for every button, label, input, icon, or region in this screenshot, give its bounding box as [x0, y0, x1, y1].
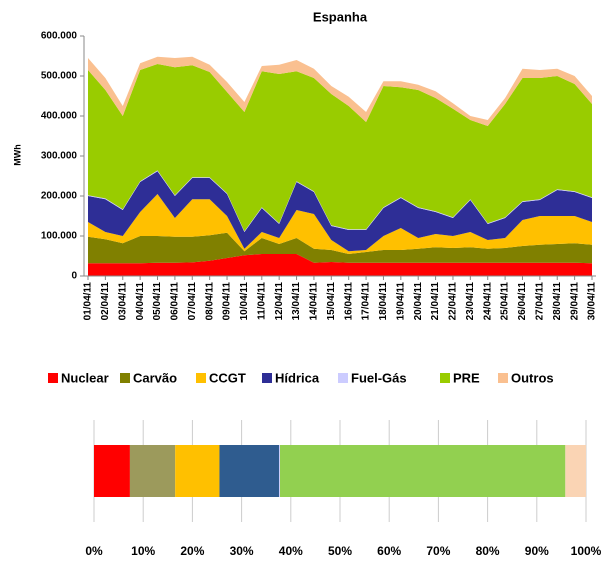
legend-label: Fuel-Gás [351, 370, 407, 385]
x-tick-label: 01/04/11 [83, 282, 94, 321]
area [88, 64, 592, 232]
x-tick-label: 21/04/11 [430, 282, 441, 321]
bar-segment [279, 445, 566, 497]
x-tick-label: 22/04/11 [448, 282, 459, 321]
x-tick-label: 02/04/11 [100, 282, 111, 321]
x-tick-label: 30% [230, 544, 254, 558]
y-axis-label: MWh [12, 144, 22, 166]
x-tick-label: 10% [131, 544, 155, 558]
legend-label: CCGT [209, 370, 246, 385]
legend-label: Outros [511, 370, 554, 385]
x-tick-label: 11/04/11 [256, 282, 267, 320]
x-tick-label: 16/04/11 [343, 282, 354, 321]
x-tick-label: 29/04/11 [569, 282, 580, 321]
x-tick-label: 0% [85, 544, 103, 558]
y-tick-label: 200.000 [41, 191, 78, 202]
area [88, 171, 592, 252]
y-tick-label: 500.000 [41, 71, 78, 82]
area [88, 56, 592, 126]
x-tick-label: 30/04/11 [587, 282, 598, 321]
chart-title: Espanha [313, 9, 368, 24]
legend-label: Hídrica [275, 370, 320, 385]
legend-swatch [440, 373, 450, 383]
x-tick-label: 17/04/11 [361, 282, 372, 321]
x-tick-label: 23/04/11 [465, 282, 476, 321]
bar-segment [219, 445, 279, 497]
y-tick-label: 0 [71, 271, 77, 282]
x-tick-label: 26/04/11 [517, 282, 528, 321]
legend-label: Nuclear [61, 370, 109, 385]
x-tick-label: 09/04/11 [222, 282, 233, 321]
x-tick-label: 50% [328, 544, 352, 558]
bar-segment [175, 445, 220, 497]
x-tick-label: 03/04/11 [117, 282, 128, 321]
x-tick-label: 70% [426, 544, 450, 558]
bar-segment [129, 445, 176, 497]
bar-segment [94, 445, 130, 497]
x-tick-label: 40% [279, 544, 303, 558]
legend-swatch [48, 373, 58, 383]
legend-swatch [120, 373, 130, 383]
y-tick-label: 300.000 [41, 151, 78, 162]
x-tick-label: 90% [525, 544, 549, 558]
legend-swatch [498, 373, 508, 383]
x-tick-label: 100% [571, 544, 602, 558]
area [88, 194, 592, 254]
x-tick-label: 80% [476, 544, 500, 558]
y-tick-label: 400.000 [41, 111, 78, 122]
x-tick-label: 24/04/11 [482, 282, 493, 321]
x-tick-label: 06/04/11 [170, 282, 181, 321]
legend-label: Carvão [133, 370, 177, 385]
x-tick-label: 14/04/11 [309, 282, 320, 321]
area [88, 232, 592, 264]
legend-label: PRE [453, 370, 480, 385]
legend-swatch [196, 373, 206, 383]
x-tick-label: 10/04/11 [239, 282, 250, 321]
x-tick-label: 13/04/11 [291, 282, 302, 321]
y-tick-label: 100.000 [41, 231, 78, 242]
x-tick-label: 05/04/11 [152, 282, 163, 321]
area [88, 254, 592, 276]
x-tick-label: 19/04/11 [395, 282, 406, 321]
legend-swatch [262, 373, 272, 383]
legend-swatch [338, 373, 348, 383]
x-tick-label: 20/04/11 [413, 282, 424, 321]
x-tick-label: 27/04/11 [535, 282, 546, 321]
x-tick-label: 28/04/11 [552, 282, 563, 321]
x-tick-label: 08/04/11 [204, 282, 215, 321]
x-tick-label: 12/04/11 [274, 282, 285, 321]
x-tick-label: 07/04/11 [187, 282, 198, 321]
bar-segment [565, 445, 586, 497]
x-tick-label: 20% [180, 544, 204, 558]
x-tick-label: 04/04/11 [135, 282, 146, 321]
x-tick-label: 25/04/11 [500, 282, 511, 321]
x-tick-label: 15/04/11 [326, 282, 337, 321]
bar-segment [278, 445, 280, 497]
y-tick-label: 600.000 [41, 31, 78, 42]
x-tick-label: 18/04/11 [378, 282, 389, 321]
x-tick-label: 60% [377, 544, 401, 558]
